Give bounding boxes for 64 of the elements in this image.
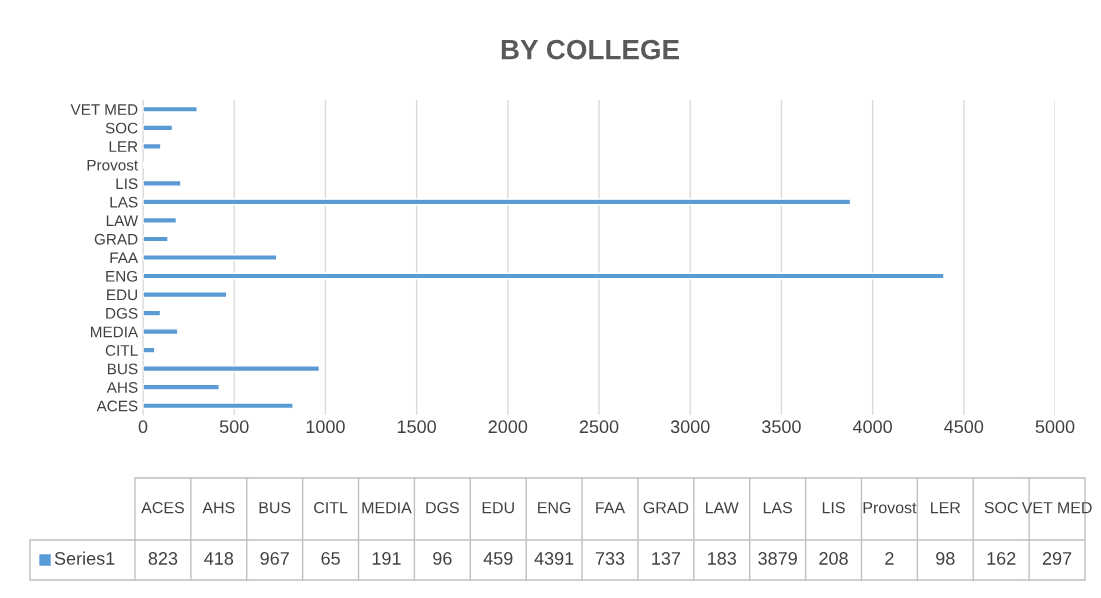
category-label: LIS — [822, 501, 845, 514]
category-label: DGS — [426, 501, 459, 514]
y-tick-label: SOC — [105, 122, 138, 134]
text: 65 — [321, 552, 340, 565]
y-tick-label: GRAD — [94, 233, 138, 245]
x-tick-label: 5000 — [1035, 420, 1075, 434]
text: 96 — [433, 552, 452, 565]
y-tick-label: LIS — [116, 178, 138, 190]
x-tick-label: 4000 — [852, 420, 892, 434]
category-label: LER — [931, 502, 961, 514]
text: 98 — [936, 552, 955, 565]
text: 459 — [483, 552, 513, 565]
category-label: LAS — [763, 501, 793, 514]
y-tick-label: EDU — [107, 289, 137, 301]
y-tick-label: FAA — [110, 252, 139, 264]
chart-title: BY COLLEGE — [501, 39, 679, 60]
text: 4391 — [534, 552, 574, 565]
y-tick-label: DGS — [106, 307, 138, 319]
y-tick-label: AHS — [106, 382, 138, 393]
category-label: BUS — [259, 501, 291, 514]
y-tick-label: LER — [109, 141, 138, 152]
y-tick-label: CITL — [105, 345, 138, 356]
text: 191 — [372, 552, 401, 565]
category-label: SOC — [984, 501, 1018, 514]
text: 208 — [819, 552, 848, 565]
x-tick-label: 4500 — [944, 420, 984, 434]
y-tick-label: VET MED — [70, 104, 138, 115]
category-label: ACES — [141, 501, 184, 514]
category-label: LAW — [706, 502, 739, 514]
text: 3879 — [758, 552, 797, 565]
y-tick-label: LAS — [110, 196, 138, 208]
category-label: EDU — [482, 502, 514, 514]
text: 733 — [595, 552, 625, 565]
y-tick-label: BUS — [107, 363, 138, 375]
text: 162 — [987, 552, 1016, 565]
category-label: GRAD — [643, 501, 689, 514]
x-tick-label: 2500 — [579, 420, 619, 434]
x-tick-label: 1500 — [397, 420, 436, 434]
x-tick-label: 2000 — [488, 420, 528, 434]
y-tick-label: Provost — [87, 159, 139, 171]
legend-label: Series1 — [54, 551, 115, 565]
text: 418 — [204, 552, 234, 565]
y-tick-label: LAW — [106, 215, 139, 226]
x-tick-label: 3500 — [762, 420, 801, 434]
x-tick-label: 500 — [219, 420, 249, 434]
category-label: CITL — [314, 501, 348, 514]
category-label: MEDIA — [362, 502, 412, 514]
y-tick-label: ENG — [106, 270, 137, 282]
category-label: FAA — [596, 502, 626, 514]
x-tick-label: 1000 — [306, 420, 345, 434]
text: 823 — [148, 552, 178, 565]
category-label: VET MED — [1021, 502, 1092, 514]
text: 137 — [652, 552, 681, 565]
y-tick-label: ACES — [96, 400, 138, 412]
category-label: Provost — [863, 502, 917, 514]
category-label: AHS — [202, 501, 235, 514]
x-tick-label: 0 — [138, 420, 148, 434]
text: 967 — [260, 552, 289, 565]
x-tick-label: 3000 — [670, 420, 710, 434]
category-label: ENG — [538, 501, 571, 514]
text: 2 — [885, 552, 894, 565]
y-tick-label: MEDIA — [91, 326, 139, 338]
text: 297 — [1042, 552, 1072, 565]
text: 183 — [708, 552, 737, 565]
